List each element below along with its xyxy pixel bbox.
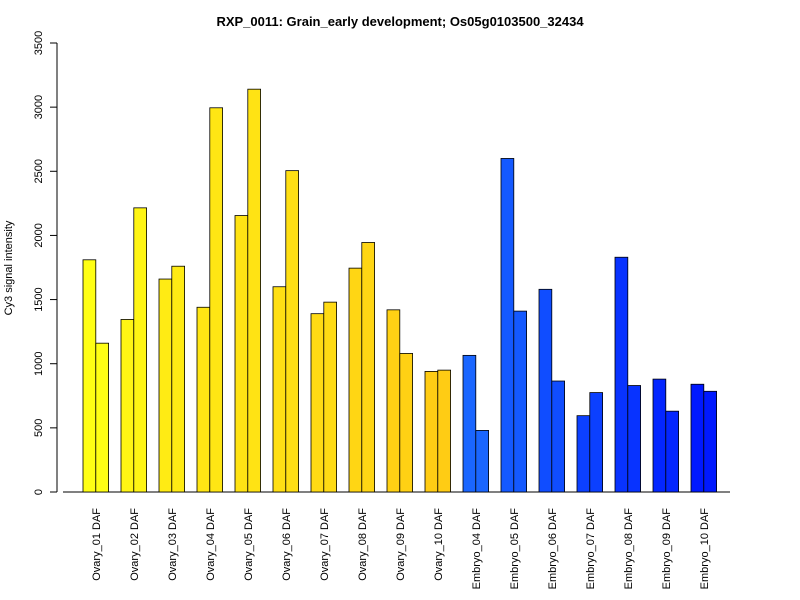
x-tick-label: Embryo_10 DAF [699, 508, 711, 590]
y-tick-label: 0 [33, 489, 45, 495]
x-tick-label: Ovary_05 DAF [243, 508, 255, 581]
bar [285, 170, 299, 493]
bar [614, 256, 629, 493]
bar [209, 107, 224, 493]
y-axis-label: Cy3 signal intensity [3, 220, 15, 315]
bar [589, 392, 603, 493]
bar [703, 390, 717, 493]
bar [171, 265, 186, 493]
y-tick-label: 3000 [33, 95, 45, 119]
bar [386, 309, 401, 493]
y-axis: 0 500 1000 1500 2000 2500 3000 3500 [33, 31, 58, 495]
x-tick-label: Ovary_06 DAF [281, 508, 293, 581]
x-tick-label: Ovary_03 DAF [167, 508, 179, 581]
x-tick-label: Ovary_10 DAF [433, 508, 445, 581]
bar [513, 310, 527, 493]
bar [690, 383, 705, 493]
x-tick-label: Ovary_01 DAF [91, 508, 103, 581]
x-tick-labels: Ovary_01 DAF Ovary_02 DAF Ovary_03 DAF Ovar… [91, 508, 711, 590]
bar [234, 215, 249, 493]
x-tick-label: Ovary_04 DAF [205, 508, 217, 581]
bar [348, 267, 363, 493]
x-tick-label: Ovary_09 DAF [395, 508, 407, 581]
x-tick-label: Ovary_02 DAF [129, 508, 141, 581]
y-tick-label: 1000 [33, 351, 45, 375]
bar [272, 286, 287, 493]
bar [652, 378, 667, 493]
bar [133, 207, 148, 493]
bar [82, 259, 97, 493]
x-tick-label: Ovary_07 DAF [319, 508, 331, 581]
bar [120, 319, 135, 493]
x-tick-label: Embryo_06 DAF [547, 508, 559, 590]
bar [627, 385, 641, 493]
bar [247, 88, 262, 493]
bars [82, 88, 717, 493]
chart-title: RXP_0011: Grain_early development; Os05g… [216, 14, 584, 29]
y-tick-label: 2000 [33, 223, 45, 247]
bar [196, 306, 211, 493]
x-tick-label: Embryo_08 DAF [623, 508, 635, 590]
bar [399, 353, 413, 493]
y-tick-label: 500 [33, 419, 45, 437]
x-tick-label: Ovary_08 DAF [357, 508, 369, 581]
bar [158, 278, 173, 493]
bar [95, 342, 110, 493]
x-tick-label: Embryo_05 DAF [509, 508, 521, 590]
bar [424, 371, 439, 493]
bar [665, 410, 679, 493]
y-tick-label: 3500 [33, 31, 45, 55]
y-tick-label: 1500 [33, 287, 45, 311]
bar [500, 158, 515, 493]
bar [437, 369, 451, 493]
x-tick-label: Embryo_09 DAF [661, 508, 673, 590]
x-tick-label: Embryo_07 DAF [585, 508, 597, 590]
bar [576, 415, 591, 493]
bar [361, 242, 375, 493]
bar [538, 288, 553, 493]
bar [462, 354, 477, 493]
y-tick-label: 2500 [33, 159, 45, 183]
x-tick-label: Embryo_04 DAF [471, 508, 483, 590]
bar [310, 313, 325, 493]
bar [551, 380, 565, 493]
bar [475, 430, 489, 493]
bar [323, 301, 337, 493]
